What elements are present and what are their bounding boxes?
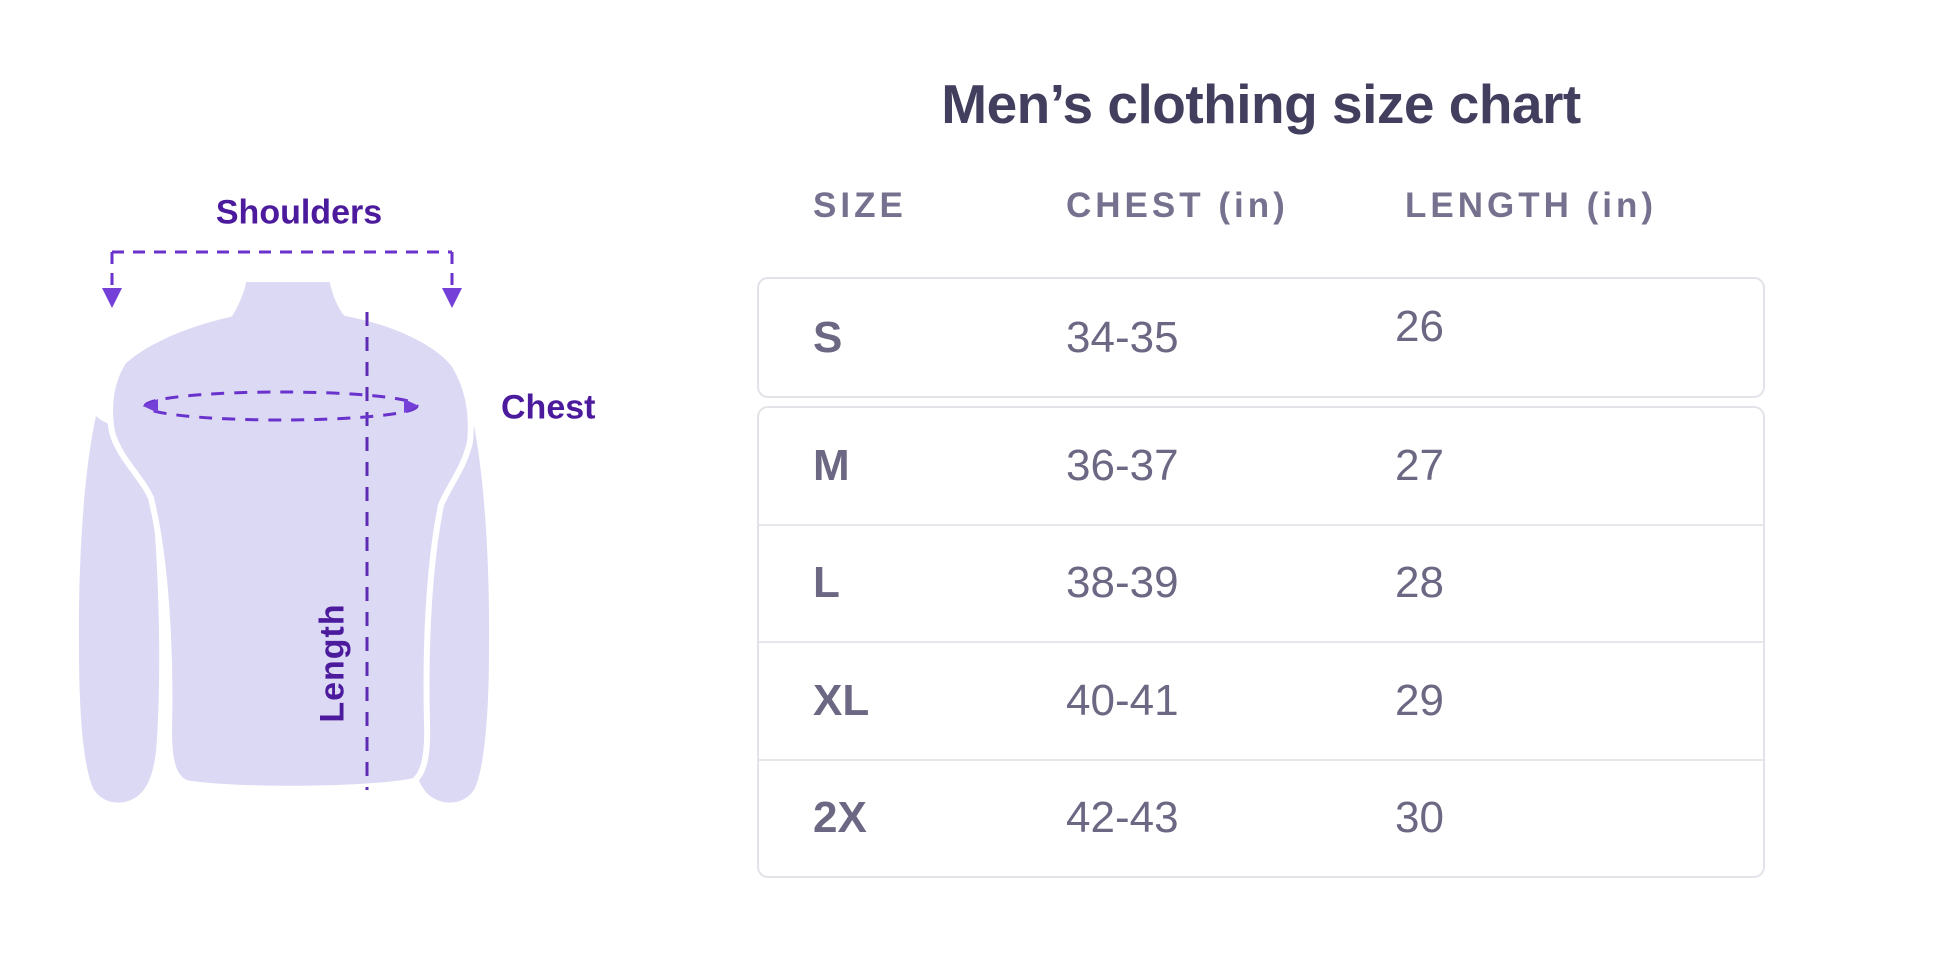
length-cell: 26 [1395, 301, 1444, 351]
size-cell: M [813, 440, 850, 490]
chest-cell: 34-35 [1066, 312, 1179, 362]
table-header-row: SIZE CHEST (in) LENGTH (in) [757, 184, 1765, 228]
length-cell: 28 [1395, 558, 1444, 608]
chest-left-arrow-icon [143, 399, 158, 413]
size-cell: L [813, 558, 840, 608]
size-cell: S [813, 312, 843, 362]
size-cell: XL [813, 675, 870, 725]
length-label: Length [313, 603, 352, 723]
table-box-bottom: M 36-37 27 L 38-39 28 XL 40-41 29 2X 42-… [757, 406, 1765, 878]
chest-cell: 40-41 [1066, 675, 1179, 725]
size-cell: 2X [813, 793, 867, 843]
table-row-m: M 36-37 27 [759, 408, 1763, 524]
table-row-l: L 38-39 28 [759, 523, 1763, 642]
chest-cell: 36-37 [1066, 440, 1179, 490]
chest-right-arrow-icon [404, 399, 419, 413]
table-row-xl: XL 40-41 29 [759, 641, 1763, 759]
table-box-top: S 34-35 26 [757, 277, 1765, 398]
column-header-chest: CHEST (in) [1066, 186, 1289, 225]
length-cell: 27 [1395, 440, 1444, 490]
left-down-arrow-icon [102, 288, 122, 308]
chest-cell: 38-39 [1066, 558, 1179, 608]
length-cell: 30 [1395, 793, 1444, 843]
column-header-length: LENGTH (in) [1405, 186, 1658, 225]
chest-cell: 42-43 [1066, 793, 1179, 843]
shoulders-measure-bracket [110, 250, 454, 286]
shirt-body-shape [107, 276, 474, 792]
length-cell: 29 [1395, 675, 1444, 725]
table-row-2x: 2X 42-43 30 [759, 758, 1763, 877]
page-title: Men’s clothing size chart [941, 73, 1581, 135]
left-sleeve-shape [78, 416, 160, 803]
right-down-arrow-icon [442, 288, 462, 308]
chest-label: Chest [501, 388, 596, 427]
column-header-size: SIZE [813, 186, 907, 225]
shoulders-label: Shoulders [215, 193, 383, 232]
chest-measure-ellipse [143, 390, 419, 422]
table-row-s: S 34-35 26 [759, 279, 1763, 396]
